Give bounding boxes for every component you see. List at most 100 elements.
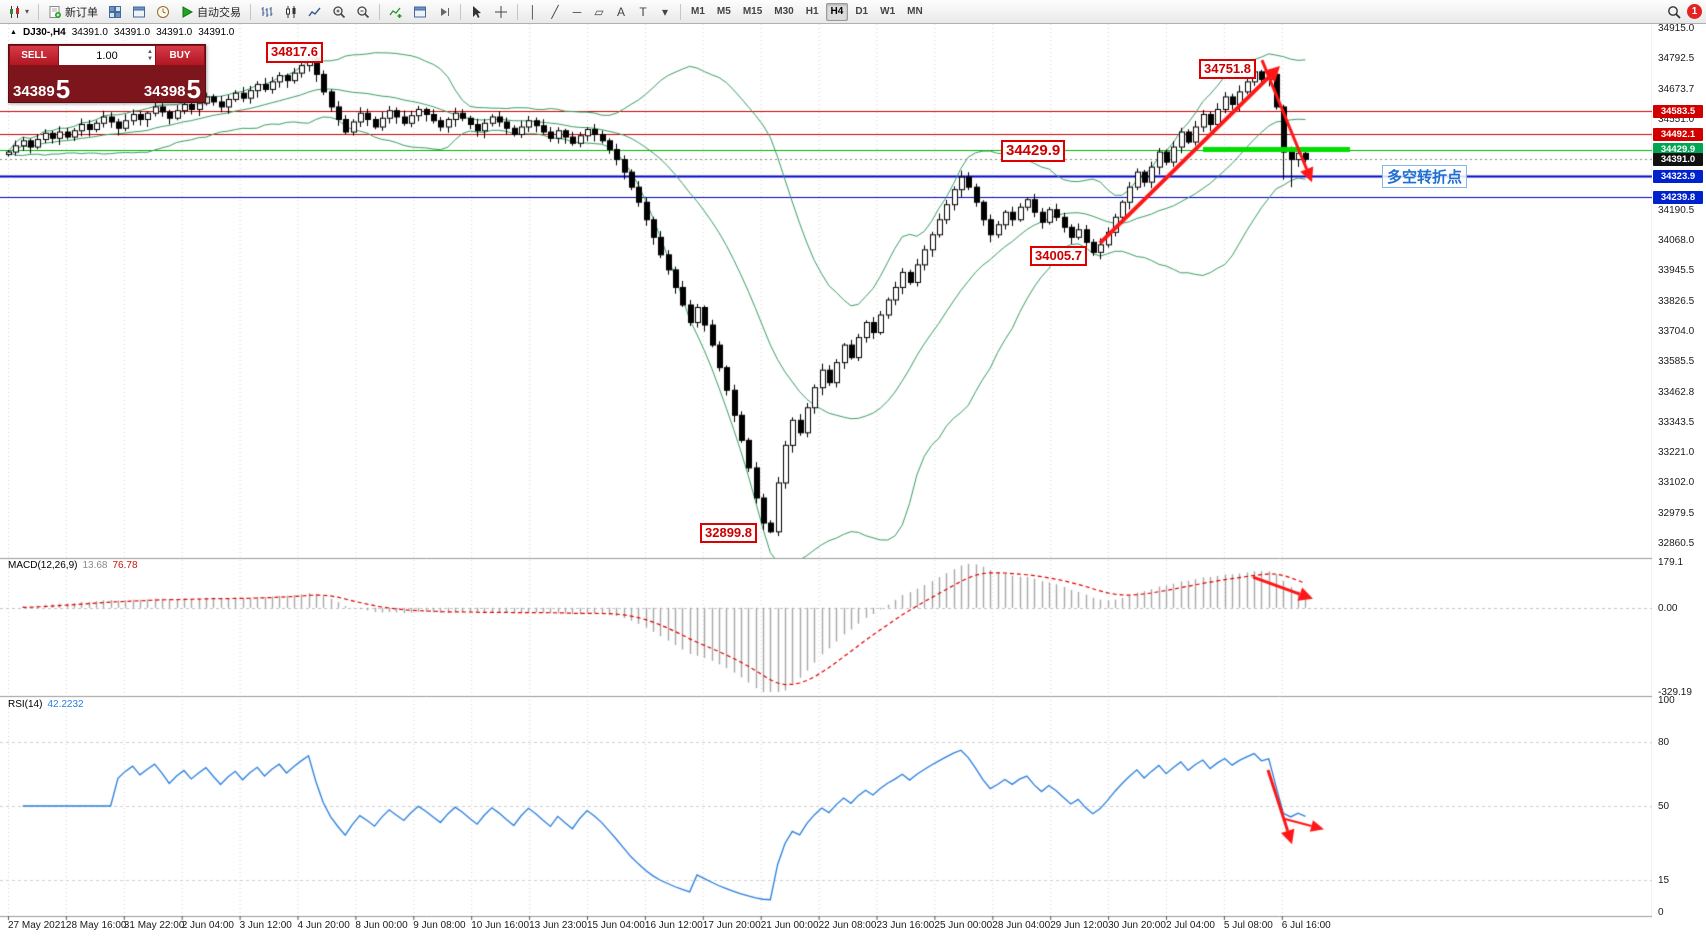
volume-stepper[interactable]: ▲ ▼ <box>147 46 153 65</box>
bar-low: 34391.0 <box>156 27 193 38</box>
timeframe-button-m1[interactable]: M1 <box>691 6 705 17</box>
cursor-icon <box>470 5 484 19</box>
price-tick: 34673.7 <box>1658 83 1695 95</box>
panel-separator-rsi[interactable] <box>0 695 1706 698</box>
rsi-tick: 100 <box>1658 695 1675 706</box>
time-tick: 16 Jun 12:00 <box>644 920 703 931</box>
clock-icon <box>156 5 170 19</box>
timeframe-button-m30[interactable]: M30 <box>774 6 794 17</box>
collapse-triangle-icon[interactable]: ▲ <box>10 29 17 36</box>
time-tick: 4 Jun 20:00 <box>297 920 350 931</box>
zoom-out-button[interactable] <box>352 2 374 22</box>
price-callout-34751.8[interactable]: 34751.8 <box>1199 58 1256 80</box>
trendline-button[interactable]: ╱ <box>545 2 565 22</box>
vertical-line-button[interactable]: │ <box>523 2 543 22</box>
time-tick: 27 May 2021 <box>8 920 66 931</box>
toolbar-separator <box>250 3 252 20</box>
timeframe-button-h4[interactable]: H4 <box>825 2 849 21</box>
search-button[interactable] <box>1663 2 1685 22</box>
strategy-tester-button[interactable] <box>152 2 174 22</box>
timeframe-button-mn[interactable]: MN <box>907 6 923 17</box>
tile-icon <box>132 5 146 19</box>
new-chart-button[interactable]: ▾ <box>4 2 33 22</box>
volume-input[interactable]: 1.00 ▲ ▼ <box>59 45 155 66</box>
autotrade-button[interactable]: 自动交易 <box>176 2 245 22</box>
toolbar-separator <box>460 3 462 20</box>
one-click-trading-panel: SELL 1.00 ▲ ▼ BUY 34389 5 34398 5 <box>8 44 206 103</box>
timeframe-button-w1[interactable]: W1 <box>880 6 896 17</box>
pivot-point-label[interactable]: 多空转折点 <box>1382 165 1468 188</box>
auto-scroll-button[interactable] <box>433 2 455 22</box>
bar-chart-button[interactable] <box>256 2 278 22</box>
market-watch-button[interactable] <box>104 2 126 22</box>
arrow-tools-button[interactable]: T <box>633 2 653 22</box>
candle-chart-button[interactable] <box>280 2 302 22</box>
tile-windows-button[interactable] <box>409 2 431 22</box>
cursor-button[interactable] <box>466 2 488 22</box>
time-tick: 31 May 22:00 <box>123 920 185 931</box>
time-tick: 29 Jun 12:00 <box>1050 920 1109 931</box>
price-tick: 32860.5 <box>1658 538 1695 549</box>
play-icon <box>180 5 194 19</box>
candles-icon <box>284 5 298 19</box>
price-tick: 34190.5 <box>1658 204 1695 216</box>
rsi-value: 42.2232 <box>47 699 84 710</box>
price-axis[interactable]: 34915.034792.534673.734551.034428.534306… <box>1652 23 1706 932</box>
price-tag-34492.1: 34492.1 <box>1653 127 1703 141</box>
price-tick: 34915.0 <box>1658 23 1695 34</box>
volume-down-icon[interactable]: ▼ <box>147 55 153 62</box>
time-tick: 17 Jun 20:00 <box>702 920 761 931</box>
price-tick: 33221.0 <box>1658 447 1695 459</box>
ask-price[interactable]: 34398 5 <box>144 76 201 102</box>
toolbar-separator <box>38 3 40 20</box>
candles-mini-icon <box>8 5 22 19</box>
macd-tick: 0.00 <box>1658 602 1678 614</box>
macd-tick: 179.1 <box>1658 557 1684 568</box>
indicators-button[interactable] <box>385 2 407 22</box>
text-tool-button-icon: A <box>617 4 626 19</box>
timeframe-button-h1[interactable]: H1 <box>805 6 819 17</box>
macd-label: MACD(12,26,9) 13.68 76.78 <box>8 560 138 571</box>
zoom-in-button[interactable] <box>328 2 350 22</box>
price-tag-34323.9: 34323.9 <box>1653 169 1703 183</box>
symbol-name: DJ30-,H4 <box>22 27 66 38</box>
macd-main-value: 13.68 <box>82 560 108 571</box>
buy-button[interactable]: BUY <box>155 45 205 66</box>
timeframe-button-m5[interactable]: M5 <box>716 6 731 17</box>
text-tool-button[interactable]: A <box>611 2 631 22</box>
line-chart-button[interactable] <box>304 2 326 22</box>
channel-button[interactable]: ▱ <box>589 2 609 22</box>
time-tick: 5 Jul 08:00 <box>1223 920 1273 931</box>
crosshair-button[interactable] <box>490 2 512 22</box>
time-tick: 8 Jun 00:00 <box>355 920 408 931</box>
macd-signal-value: 76.78 <box>112 560 138 571</box>
volume-up-icon[interactable]: ▲ <box>147 48 153 55</box>
sell-button[interactable]: SELL <box>9 45 59 66</box>
zoom-out-icon <box>356 5 370 19</box>
shapes-dropdown[interactable]: ▾ <box>655 2 675 22</box>
time-axis[interactable]: 27 May 2021 28 May 16:00 31 May 22:00 2 Jun… <box>0 916 1652 945</box>
price-callout-34005.7[interactable]: 34005.7 <box>1030 245 1087 267</box>
macd-tick: -329.19 <box>1658 687 1692 698</box>
timeframe-button-m15[interactable]: M15 <box>742 6 763 17</box>
time-tick: 28 Jun 04:00 <box>992 920 1051 931</box>
data-window-button[interactable] <box>128 2 150 22</box>
panel-separator-macd[interactable] <box>0 557 1706 560</box>
price-callout-32899.8[interactable]: 32899.8 <box>700 523 757 544</box>
time-tick: 23 Jun 16:00 <box>876 920 935 931</box>
notification-badge[interactable]: 1 <box>1687 4 1702 19</box>
price-tick: 33945.5 <box>1658 265 1695 277</box>
grid-icon <box>108 5 122 19</box>
bid-price[interactable]: 34389 5 <box>13 76 70 102</box>
horizontal-line-button[interactable]: ─ <box>567 2 587 22</box>
vertical-line-button-icon: │ <box>529 4 537 19</box>
timeframe-button-d1[interactable]: D1 <box>855 6 869 17</box>
price-callout-34429.9[interactable]: 34429.9 <box>1001 139 1066 163</box>
price-tick: 33343.5 <box>1658 416 1695 428</box>
price-tick: 33826.5 <box>1658 295 1695 307</box>
new-order-button[interactable]: 新订单 <box>44 2 102 22</box>
time-tick: 22 Jun 08:00 <box>818 920 877 931</box>
price-tick: 33462.8 <box>1658 386 1695 398</box>
price-callout-34817.6[interactable]: 34817.6 <box>266 42 323 63</box>
